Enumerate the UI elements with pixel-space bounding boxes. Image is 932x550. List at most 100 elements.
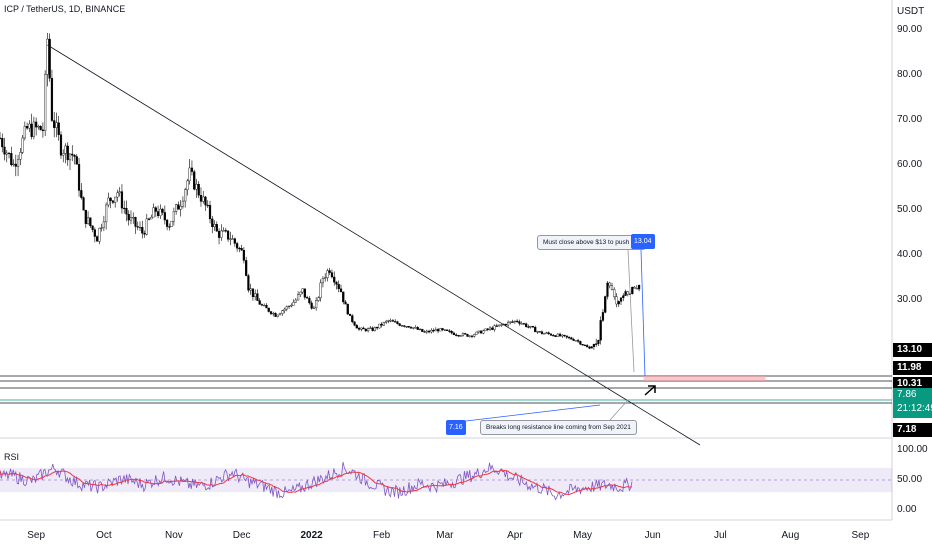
symbol-title[interactable]: ICP / TetherUS, 1D, BINANCE [4,4,126,14]
candle [391,319,395,322]
resistance-trendline[interactable] [47,44,701,446]
up-arrow-icon[interactable] [644,385,656,396]
candle [0,132,2,140]
candle [470,335,474,339]
candle [637,284,641,292]
rsi-label[interactable]: RSI [4,452,20,462]
candle [577,338,580,344]
candle [127,210,130,226]
price-tick-label: 50.00 [897,204,923,215]
candle [371,326,374,332]
candle [500,324,503,327]
candle [3,137,6,161]
candle [366,327,370,333]
candle [477,330,480,334]
candle [588,345,591,350]
candle [583,344,586,347]
candle [120,184,124,214]
candle [459,335,462,337]
break-note[interactable]: Breaks long resistance line coming from … [480,420,637,435]
candle [342,291,345,305]
time-tick-label: Aug [781,530,800,541]
candle [586,344,589,348]
candle [364,328,367,332]
candle [258,298,261,305]
candle [516,319,519,323]
candle [109,197,112,209]
candle [50,69,54,123]
candle [301,288,304,295]
candle [369,326,372,330]
candle [554,335,557,338]
candle [41,122,45,138]
candle [283,307,286,314]
low-badge[interactable]: 7.16 [446,420,466,435]
candle [290,303,293,308]
candle [482,329,485,335]
candle [622,293,625,302]
candle [497,324,501,327]
candle [229,231,232,246]
candle [558,332,562,337]
candle [425,329,428,334]
time-tick-label: Mar [436,530,454,541]
candle [204,195,207,211]
candle [260,303,264,307]
candle [599,316,602,345]
candle [385,319,388,325]
candle [53,111,56,138]
candle [509,321,512,325]
candle [324,273,327,282]
candle [552,334,555,337]
candle [195,178,198,198]
low-arrow-line[interactable] [465,404,601,422]
candle [287,305,291,309]
candle [231,234,234,240]
candle [348,313,352,316]
candle [285,305,288,312]
candle [30,113,33,140]
rsi-tick-label: 100.00 [897,444,928,455]
target-note[interactable]: Must close above $13 to push up. [537,235,647,250]
candle [39,125,42,131]
candle [5,150,8,163]
target-arrow-line[interactable] [640,249,646,377]
candle [531,325,535,328]
candle [549,333,553,336]
candle [303,288,306,300]
candle [450,330,453,335]
candle [89,217,92,228]
time-tick-label: Sep [27,530,46,541]
candle [55,112,58,138]
candle [488,326,492,332]
candle [439,327,442,332]
candle [376,326,379,331]
candle [46,32,49,87]
candle [177,201,180,210]
candle [118,187,121,197]
candle [403,325,406,328]
candle [213,220,216,231]
target-zone[interactable] [643,376,766,381]
candle [57,115,60,141]
time-tick-label: Oct [96,530,112,541]
candle [396,320,399,325]
price-tag-13-10: 13.10 [893,343,932,357]
time-tick-label: May [573,530,593,541]
candle [398,322,401,327]
candle [310,300,313,310]
target-note-pointer [627,249,635,373]
candle [226,230,230,242]
candle [412,327,415,330]
candle [245,256,248,277]
candle [491,326,494,331]
candle [448,329,451,333]
candle [434,327,437,332]
candle [486,327,489,332]
candle [272,311,275,317]
price-tick-label: 90.00 [897,24,923,35]
target-badge[interactable]: 13.04 [631,234,655,249]
candle [193,169,196,191]
price-tag-7-18: 7.18 [893,423,932,437]
